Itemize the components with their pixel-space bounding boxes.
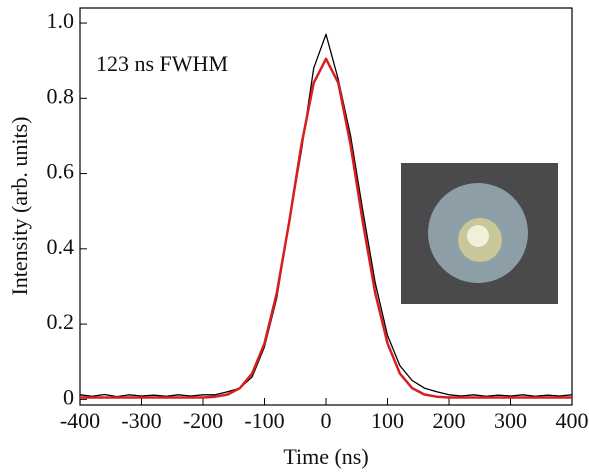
- y-tick-label: 0.6: [47, 159, 75, 184]
- x-tick-label: 300: [494, 408, 527, 433]
- measured-line: [79, 33, 573, 398]
- y-axis-label: Intensity (arb. units): [7, 116, 32, 295]
- x-tick-label: 0: [321, 408, 332, 433]
- y-tick-label: 0: [63, 384, 74, 409]
- x-axis-label: Time (ns): [283, 444, 368, 469]
- fit-line: [80, 57, 572, 399]
- x-tick-label: 200: [433, 408, 466, 433]
- x-tick-label: 400: [556, 408, 589, 433]
- photo-center: [467, 225, 489, 247]
- y-tick-label: 0.8: [47, 83, 75, 108]
- x-tick-label: -200: [183, 408, 223, 433]
- x-tick-label: 100: [371, 408, 404, 433]
- annotation: 123 ns FWHM: [96, 51, 228, 76]
- x-tick-label: -400: [60, 408, 100, 433]
- x-tick-label: -300: [121, 408, 161, 433]
- y-tick-label: 0.4: [47, 234, 75, 259]
- y-tick-label: 1.0: [47, 8, 75, 33]
- inset-photo: [401, 163, 558, 304]
- y-tick-label: 0.2: [47, 309, 75, 334]
- x-tick-label: -100: [244, 408, 284, 433]
